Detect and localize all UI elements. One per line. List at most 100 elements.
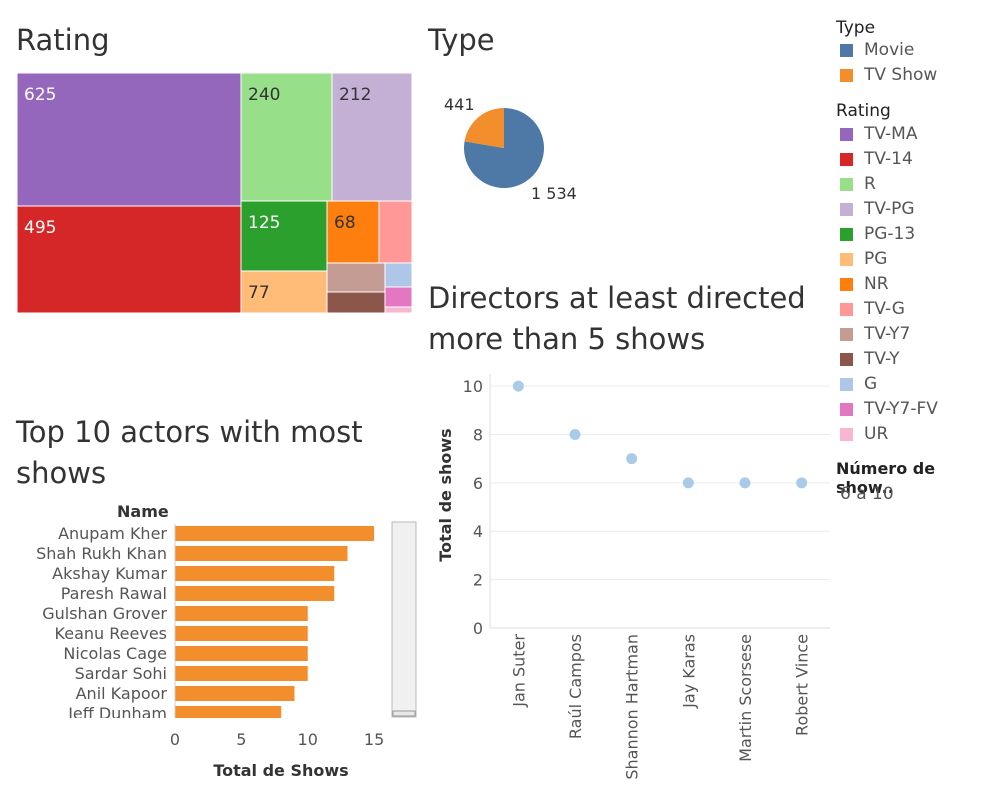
bar-shah-rukh-khan[interactable] [175, 546, 348, 561]
treemap-label-r: 240 [248, 85, 280, 105]
scatter-ytick-label: 8 [473, 425, 483, 444]
legend-swatch [840, 68, 853, 82]
bar-paresh-rawal[interactable] [175, 586, 335, 601]
scatter-ytick-label: 4 [473, 522, 483, 541]
treemap-label-tv-ma: 625 [24, 85, 56, 105]
legend-rating-item-tv-y7-fv[interactable]: TV-Y7-FV [840, 399, 938, 419]
legend-rating-item-g[interactable]: G [840, 374, 877, 394]
legend-type-item-tv-show[interactable]: TV Show [840, 65, 937, 85]
bar-label: Nicolas Cage [63, 644, 167, 663]
bar-label: Keanu Reeves [55, 624, 167, 643]
treemap-label-nr: 68 [334, 213, 356, 233]
bar-label: Gulshan Grover [42, 604, 167, 623]
legend-type-title: Type [836, 18, 876, 38]
legend-swatch [840, 177, 853, 191]
rating-treemap: 625 495 240 212 125 77 68 [16, 72, 413, 314]
bar-jeff-dunham[interactable] [175, 706, 282, 721]
scatter-point-jay-karas[interactable] [682, 477, 694, 489]
actors-xaxis-label: Total de Shows [213, 761, 348, 780]
legend-rating-item-r[interactable]: R [840, 174, 876, 194]
bar-label: Jeff Dunham [67, 704, 167, 723]
legend-rating-item-tv-14[interactable]: TV-14 [840, 149, 913, 169]
legend-rating-item-tv-ma[interactable]: TV-MA [840, 124, 917, 144]
scatter-point-jan-suter[interactable] [512, 380, 524, 392]
treemap-cell-pg[interactable] [240, 270, 328, 314]
legend-rating-item-tv-pg[interactable]: TV-PG [840, 199, 915, 219]
scatter-ytick-label: 10 [463, 377, 483, 396]
treemap-cell-pg-13[interactable] [240, 200, 328, 272]
legend-swatch [840, 252, 853, 266]
pie-label-movie: 1 534 [531, 184, 577, 203]
legend-label: TV-G [864, 299, 905, 319]
actors-chart-title: Top 10 actors with most shows [16, 412, 376, 494]
bar-label: Shah Rukh Khan [36, 544, 167, 563]
treemap-cell-tv-y[interactable] [326, 291, 386, 314]
treemap-cell-tv-pg[interactable] [331, 72, 413, 202]
legend-swatch [840, 377, 853, 391]
bar-keanu-reeves[interactable] [175, 626, 308, 641]
bar-label: Anupam Kher [58, 524, 167, 543]
scatter-point-shannon-hartman[interactable] [626, 453, 638, 465]
bar-anupam-kher[interactable] [175, 526, 375, 541]
treemap-label-pg-13: 125 [248, 213, 280, 233]
treemap-cell-g[interactable] [384, 262, 413, 288]
scatter-xtick-label: Shannon Hartman [623, 634, 642, 780]
legend-label: TV-14 [864, 149, 913, 169]
scatter-xtick-label: Jay Karas [679, 634, 698, 709]
treemap-cell-tv-14[interactable] [16, 205, 242, 314]
treemap-cell-r[interactable] [240, 72, 333, 202]
legend-swatch [840, 302, 853, 316]
bar-gulshan-grover[interactable] [175, 606, 308, 621]
directors-chart-title: Directors at least directed more than 5 … [428, 278, 806, 360]
actors-row-header: Name [117, 502, 169, 521]
scatter-ytick-label: 0 [473, 619, 483, 638]
legend-label: TV Show [864, 65, 938, 85]
treemap-cell-tv-ma[interactable] [16, 72, 242, 207]
legend-label: R [864, 174, 876, 194]
scatter-point-ra-l-campos[interactable] [569, 428, 581, 440]
actors-scrollbar-track[interactable] [391, 521, 417, 718]
legend-rating-title: Rating [836, 101, 891, 121]
treemap-cell-ur[interactable] [384, 306, 413, 314]
bar-label: Sardar Sohi [75, 664, 167, 683]
actors-scrollbar-thumb[interactable] [392, 710, 416, 717]
scatter-xtick-label: Raúl Campos [566, 634, 585, 739]
pie-slice-tv-show[interactable] [464, 108, 504, 148]
legend-rating-item-tv-g[interactable]: TV-G [840, 299, 905, 319]
treemap-label-tv-14: 495 [24, 218, 56, 238]
bar-xtick-label: 10 [298, 730, 318, 749]
bar-nicolas-cage[interactable] [175, 646, 308, 661]
legend-rating-item-tv-y7[interactable]: TV-Y7 [840, 324, 910, 344]
type-chart-title: Type [428, 23, 495, 57]
bar-label: Akshay Kumar [52, 564, 167, 583]
legend-swatch [840, 227, 853, 241]
scatter-xtick-label: Robert Vince [793, 634, 812, 736]
rating-chart-title: Rating [16, 23, 110, 57]
treemap-cell-tv-y7[interactable] [326, 262, 386, 293]
legend-swatch [840, 202, 853, 216]
directors-yaxis-label: Total de shows [436, 428, 455, 561]
bar-akshay-kumar[interactable] [175, 566, 335, 581]
directors-scatter-chart: 0 2 4 6 8 10 Jan Suter Raúl Campos Shannon Hart… [436, 374, 830, 780]
legend-rating-item-tv-y[interactable]: TV-Y [840, 349, 900, 369]
legend-type-item-movie[interactable]: Movie [840, 40, 914, 60]
legend-label: TV-Y7-FV [864, 399, 938, 419]
legend-rating-item-pg[interactable]: PG [840, 249, 887, 269]
legend-swatch [840, 352, 853, 366]
bar-sardar-sohi[interactable] [175, 666, 308, 681]
scatter-point-martin-scorsese[interactable] [739, 477, 751, 489]
legend-label: UR [864, 424, 889, 444]
legend-rating-item-ur[interactable]: UR [840, 424, 888, 444]
treemap-cell-tv-g[interactable] [378, 200, 413, 264]
legend-rating-item-nr[interactable]: NR [840, 274, 889, 294]
scatter-point-robert-vince[interactable] [796, 477, 808, 489]
bar-anil-kapoor[interactable] [175, 686, 295, 701]
directors-title-line-1: Directors at least directed [428, 281, 806, 315]
legend-label: TV-MA [864, 124, 918, 144]
bar-xtick-label: 5 [236, 730, 246, 749]
legend-shows-title: Número de show.. [836, 459, 936, 497]
legend-rating-item-pg-13[interactable]: PG-13 [840, 224, 915, 244]
legend-label: PG [864, 249, 888, 269]
treemap-cell-tv-y7-fv[interactable] [384, 286, 413, 308]
